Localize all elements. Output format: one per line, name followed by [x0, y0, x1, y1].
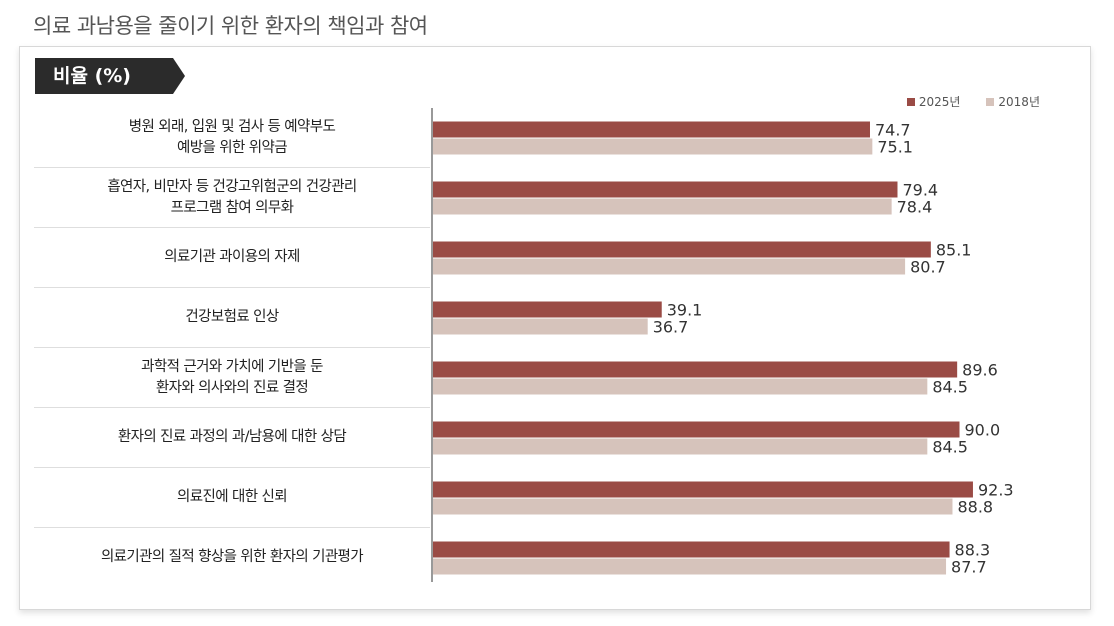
category-label: 의료기관의 질적 향상을 위한 환자의 기관평가: [100, 549, 364, 565]
category-row: 흡연자, 비만자 등 건강고위험군의 건강관리 프로그램 참여 의무화: [34, 168, 430, 228]
chart-header-tab: 비율 (%): [35, 58, 185, 94]
category-row: 의료기관 과이용의 자제: [34, 228, 430, 288]
category-label: 의료기관 과이용의 자제: [164, 249, 300, 265]
legend-label-2018: 2018년: [998, 95, 1040, 109]
category-label: 과학적 근거와 가치에 기반을 둔 환자와 의사와의 진료 결정: [141, 358, 323, 396]
legend-item-2018: 2018년: [986, 93, 1040, 110]
category-label: 병원 외래, 입원 및 검사 등 예약부도 예방을 위한 위약금: [128, 118, 336, 156]
category-row: 건강보험료 인상: [34, 288, 430, 348]
category-labels: 병원 외래, 입원 및 검사 등 예약부도 예방을 위한 위약금 흡연자, 비만…: [34, 108, 430, 587]
category-row: 과학적 근거와 가치에 기반을 둔 환자와 의사와의 진료 결정: [34, 348, 430, 408]
category-label: 건강보험료 인상: [185, 309, 279, 325]
category-label: 환자의 진료 과정의 과/남용에 대한 상담: [117, 429, 347, 445]
legend-label-2025: 2025년: [918, 95, 961, 109]
category-label: 의료진에 대한 신뢰: [177, 489, 288, 505]
category-row: 의료진에 대한 신뢰: [34, 468, 430, 528]
legend-item-2025: 2025년: [906, 93, 961, 110]
legend-swatch-2018: [986, 97, 995, 106]
category-label: 흡연자, 비만자 등 건강고위험군의 건강관리 프로그램 참여 의무화: [107, 178, 357, 216]
category-row: 병원 외래, 입원 및 검사 등 예약부도 예방을 위한 위약금: [34, 108, 430, 168]
page-title: 의료 과남용을 줄이기 위한 환자의 책임과 참여: [33, 14, 428, 38]
legend-swatch-2025: [906, 97, 915, 106]
category-row: 의료기관의 질적 향상을 위한 환자의 기관평가: [34, 528, 430, 587]
category-row: 환자의 진료 과정의 과/남용에 대한 상담: [34, 408, 430, 468]
header-label: 비율 (%): [53, 65, 131, 87]
legend: 2025년 2018년: [906, 93, 1040, 110]
